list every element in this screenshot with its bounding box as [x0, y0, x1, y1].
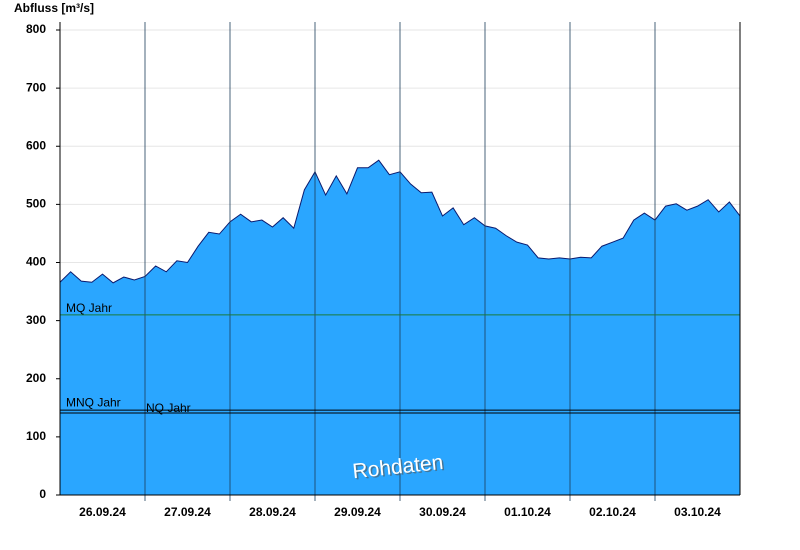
reference-label: MQ Jahr — [66, 301, 112, 315]
y-tick-label: 400 — [26, 255, 46, 269]
x-tick-label: 26.09.24 — [79, 505, 126, 519]
x-tick-label: 29.09.24 — [334, 505, 381, 519]
x-tick-label: 27.09.24 — [164, 505, 211, 519]
x-tick-label: 03.10.24 — [674, 505, 721, 519]
y-tick-label: 600 — [26, 138, 46, 152]
x-tick-label: 02.10.24 — [589, 505, 636, 519]
x-tick-label: 28.09.24 — [249, 505, 296, 519]
y-tick-label: 100 — [26, 429, 46, 443]
y-tick-label: 0 — [39, 487, 46, 501]
y-tick-label: 300 — [26, 313, 46, 327]
y-tick-label: 500 — [26, 197, 46, 211]
y-tick-label: 800 — [26, 22, 46, 36]
x-tick-label: 01.10.24 — [504, 505, 551, 519]
reference-label: MNQ Jahr — [66, 395, 121, 409]
y-tick-label: 200 — [26, 371, 46, 385]
y-tick-label: 700 — [26, 80, 46, 94]
y-axis-title: Abfluss [m³/s] — [14, 1, 94, 15]
x-tick-label: 30.09.24 — [419, 505, 466, 519]
reference-label: NQ Jahr — [146, 401, 191, 415]
